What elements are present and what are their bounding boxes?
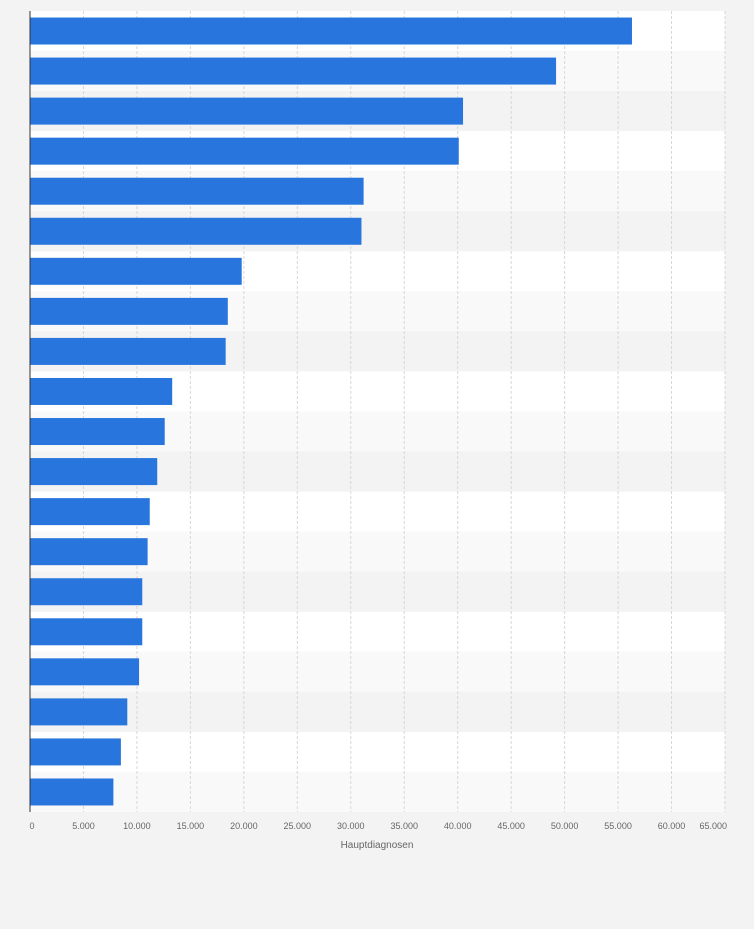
bar	[30, 778, 114, 806]
bar	[30, 458, 158, 486]
bar	[30, 377, 173, 405]
x-tick-label: 55.000	[604, 821, 632, 831]
x-tick-label: 15.000	[177, 821, 205, 831]
bar	[30, 337, 226, 365]
bar	[30, 698, 128, 726]
row-band	[30, 571, 725, 612]
x-tick-label: 40.000	[444, 821, 472, 831]
x-tick-label: 25.000	[284, 821, 312, 831]
x-tick-label: 45.000	[497, 821, 525, 831]
bar	[30, 618, 143, 646]
bar	[30, 57, 557, 85]
bar	[30, 658, 140, 686]
x-tick-label: 10.000	[123, 821, 151, 831]
row-band	[30, 771, 725, 812]
bar	[30, 738, 121, 766]
row-band	[30, 651, 725, 692]
x-tick-label: 50.000	[551, 821, 579, 831]
bar	[30, 418, 165, 446]
x-tick-label: 65.000	[699, 821, 727, 831]
x-tick-labels: 0 5.000 10.000 15.000 20.000 25.000 30.000 35.0…	[29, 821, 727, 831]
x-tick-label: 35.000	[390, 821, 418, 831]
bar	[30, 538, 148, 566]
bars	[30, 17, 632, 806]
bar	[30, 177, 364, 205]
row-band	[30, 611, 725, 652]
bar	[30, 257, 242, 285]
x-tick-label: 30.000	[337, 821, 365, 831]
grid-lines	[82, 11, 726, 812]
bar	[30, 17, 632, 45]
row-bands	[30, 11, 725, 812]
x-tick-label: 0	[29, 821, 34, 831]
bar	[30, 217, 362, 245]
row-band	[30, 731, 725, 772]
bar	[30, 97, 464, 125]
x-tick-label: 60.000	[658, 821, 686, 831]
bar	[30, 578, 143, 606]
bar	[30, 137, 459, 165]
bar	[30, 498, 150, 526]
x-tick-label: 5.000	[72, 821, 95, 831]
row-band	[30, 691, 725, 732]
bar	[30, 297, 228, 325]
x-tick-label: 20.000	[230, 821, 258, 831]
x-axis-title: Hauptdiagnosen	[341, 840, 414, 851]
